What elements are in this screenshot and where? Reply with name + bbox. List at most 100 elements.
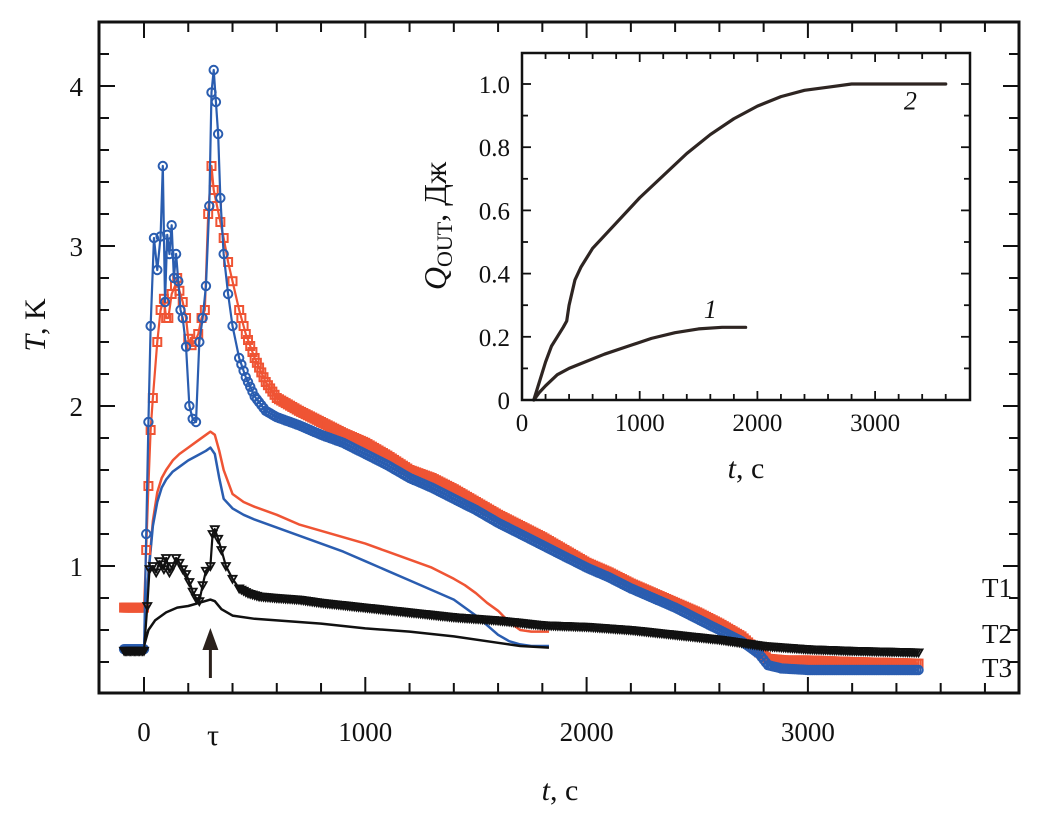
data-point bbox=[155, 231, 166, 242]
inset-x-axis-unit: , c bbox=[736, 452, 764, 485]
data-point bbox=[227, 276, 238, 287]
data-point bbox=[180, 570, 192, 580]
inset-y-tick-label: 0.4 bbox=[479, 262, 511, 289]
data-point bbox=[177, 312, 188, 324]
data-point bbox=[163, 568, 175, 579]
main-axes bbox=[97, 20, 1021, 695]
data-point bbox=[245, 341, 256, 351]
data-point bbox=[222, 288, 234, 300]
main-y-tick-label: 3 bbox=[70, 232, 84, 262]
data-point bbox=[212, 128, 224, 140]
series-label-t3: T3 bbox=[982, 653, 1012, 683]
data-point bbox=[152, 264, 163, 276]
inset-x-axis-title: t, c bbox=[728, 452, 765, 485]
data-point bbox=[141, 602, 153, 612]
data-point bbox=[147, 562, 159, 572]
data-point bbox=[212, 534, 224, 545]
data-point bbox=[163, 313, 174, 323]
data-point bbox=[162, 229, 173, 241]
main-x-axis-title: t, c bbox=[542, 774, 579, 807]
tau-label: τ bbox=[207, 719, 219, 752]
data-point bbox=[227, 320, 238, 332]
inset-x-tick-label: 3000 bbox=[850, 410, 900, 437]
data-point bbox=[166, 220, 177, 231]
data-point bbox=[170, 248, 182, 260]
data-point bbox=[912, 648, 925, 659]
data-point bbox=[160, 554, 172, 564]
main-x-axis-var: t bbox=[542, 774, 551, 807]
data-point bbox=[247, 347, 258, 357]
main-series-layer bbox=[118, 64, 925, 676]
data-point bbox=[159, 296, 171, 308]
main-x-axis-unit: , c bbox=[550, 774, 578, 807]
inset-y-axis-var: Q bbox=[417, 267, 453, 290]
main-y-tick-label: 2 bbox=[70, 392, 84, 422]
tau-arrow-icon bbox=[202, 628, 219, 650]
data-point bbox=[236, 359, 247, 370]
data-point bbox=[208, 64, 219, 76]
inset-y-axis-unit: , Дж bbox=[417, 161, 453, 222]
data-point bbox=[143, 416, 154, 428]
data-point bbox=[243, 335, 254, 345]
inset-y-tick-label: 0.6 bbox=[479, 198, 510, 225]
series-line-t2 bbox=[142, 430, 549, 650]
inset-frame-border bbox=[520, 51, 972, 402]
inset-series-2 bbox=[532, 82, 948, 402]
main-x-tick-label: 0 bbox=[137, 717, 151, 747]
inset-y-tick-label: 0.2 bbox=[479, 325, 510, 352]
data-point bbox=[206, 161, 217, 171]
main-y-axis-unit: , K bbox=[19, 298, 52, 335]
inset-y-tick-label: 0 bbox=[498, 388, 511, 415]
data-point bbox=[167, 562, 179, 572]
data-point bbox=[226, 574, 239, 585]
data-point bbox=[200, 280, 212, 292]
data-point bbox=[152, 337, 163, 347]
data-point bbox=[148, 232, 160, 244]
data-point bbox=[173, 276, 184, 287]
data-point bbox=[150, 568, 162, 579]
series-t3-markers bbox=[118, 525, 925, 659]
data-point bbox=[164, 248, 175, 260]
inset-x-tick-label: 2000 bbox=[732, 410, 782, 437]
data-point bbox=[143, 481, 154, 491]
main-x-tick-label: 1000 bbox=[338, 717, 392, 747]
data-point bbox=[184, 400, 195, 412]
inset-y-axis-title: QOUT, Дж bbox=[417, 161, 457, 290]
main-x-tick-label: 3000 bbox=[781, 717, 835, 747]
data-point bbox=[138, 646, 150, 657]
data-point bbox=[200, 566, 212, 577]
data-point bbox=[190, 416, 202, 428]
data-point bbox=[194, 336, 205, 348]
data-point bbox=[177, 565, 189, 576]
data-point bbox=[215, 546, 228, 556]
main-y-axis-title: T, K bbox=[19, 298, 52, 352]
inset-series-1 bbox=[532, 325, 748, 402]
inset-x-axis-var: t bbox=[728, 452, 737, 485]
main-y-tick-label: 4 bbox=[70, 72, 84, 102]
data-point bbox=[210, 96, 222, 108]
data-point bbox=[197, 581, 209, 592]
main-frame-border bbox=[97, 20, 1021, 695]
inset-x-tick-label: 0 bbox=[516, 410, 529, 437]
data-point bbox=[238, 365, 249, 376]
data-point bbox=[145, 320, 156, 332]
data-point bbox=[155, 305, 166, 315]
data-point bbox=[173, 558, 185, 569]
data-point bbox=[240, 329, 251, 339]
inset-series-label-1: 1 bbox=[704, 295, 717, 324]
inset-series-label-2: 2 bbox=[904, 86, 917, 115]
data-point bbox=[233, 352, 245, 364]
data-point bbox=[183, 578, 195, 588]
data-point bbox=[141, 528, 152, 540]
inset-x-tick-label: 1000 bbox=[615, 410, 665, 437]
main-x-tick-label: 2000 bbox=[560, 717, 614, 747]
inset-series-layer bbox=[532, 82, 948, 402]
data-point bbox=[187, 587, 199, 598]
data-point bbox=[204, 562, 216, 572]
data-point bbox=[193, 597, 205, 608]
data-point bbox=[197, 312, 208, 324]
data-point bbox=[206, 87, 217, 98]
inset-y-axis-sub: OUT bbox=[432, 221, 457, 267]
